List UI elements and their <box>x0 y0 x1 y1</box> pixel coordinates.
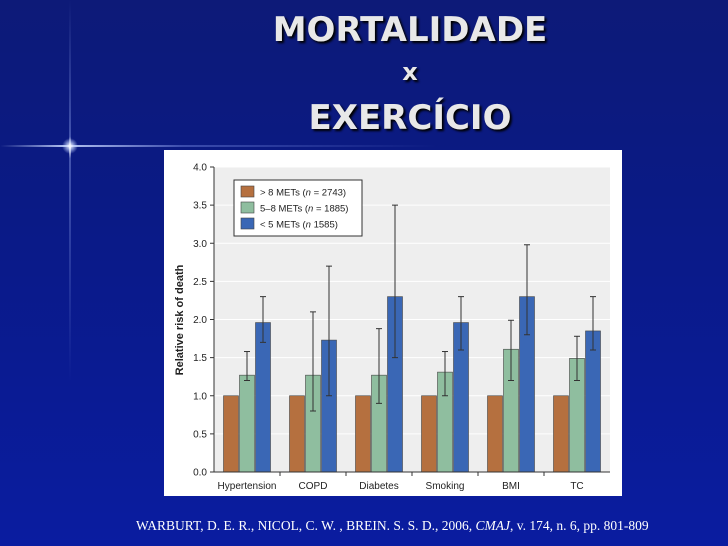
legend-swatch <box>240 217 255 230</box>
slide-title-line1: MORTALIDADE <box>272 10 548 50</box>
y-tick-label: 2.0 <box>193 315 207 326</box>
bar <box>255 322 271 473</box>
y-tick-label: 0.5 <box>193 429 207 440</box>
citation-authors: WARBURT, D. E. R., NICOL, C. W. , BREIN.… <box>136 518 473 533</box>
x-tick-label: COPD <box>299 481 328 492</box>
slide-title-line3: EXERCÍCIO <box>308 98 512 138</box>
lens-flare-center <box>62 138 78 154</box>
bar <box>487 395 503 473</box>
legend-box <box>233 179 363 237</box>
x-tick-label: Diabetes <box>359 481 398 492</box>
y-tick-label: 2.5 <box>193 277 207 288</box>
slide-title-line2: x <box>402 58 418 86</box>
chart-panel: 0.0 0.5 1.0 1.5 2.0 2.5 3.0 3.5 4.0 Hypertension… <box>164 150 622 496</box>
legend-label: > 8 METs (n = 2743) <box>260 188 346 199</box>
legend-swatch <box>240 201 255 214</box>
x-tick-label: BMI <box>502 481 520 492</box>
y-tick-label: 3.5 <box>193 201 207 212</box>
y-tick-label: 4.0 <box>193 163 207 174</box>
y-tick-label: 1.0 <box>193 391 207 402</box>
legend-label: < 5 METs (n 1585) <box>260 220 338 231</box>
y-tick-label: 3.0 <box>193 239 207 250</box>
bar <box>585 330 601 473</box>
bar <box>355 395 371 473</box>
bar <box>289 395 305 473</box>
lens-flare-horizontal <box>0 145 728 147</box>
x-tick-label: Hypertension <box>218 481 277 492</box>
y-tick-label: 1.5 <box>193 353 207 364</box>
bar <box>553 395 569 473</box>
y-axis-label: Relative risk of death <box>174 264 186 375</box>
citation: WARBURT, D. E. R., NICOL, C. W. , BREIN.… <box>136 518 649 534</box>
legend-swatch <box>240 185 255 198</box>
citation-journal: CMAJ <box>475 518 510 533</box>
x-tick-label: Smoking <box>426 481 465 492</box>
legend-label: 5–8 METs (n = 1885) <box>260 204 348 215</box>
y-tick-label: 0.0 <box>193 468 207 479</box>
bar <box>421 395 437 473</box>
x-tick-label: TC <box>570 481 583 492</box>
lens-flare-vertical <box>69 0 71 546</box>
bar <box>239 374 255 473</box>
citation-details: , v. 174, n. 6, pp. 801-809 <box>509 518 649 533</box>
relative-risk-bar-chart: 0.0 0.5 1.0 1.5 2.0 2.5 3.0 3.5 4.0 Hypertension… <box>174 163 610 492</box>
bar <box>223 395 239 473</box>
